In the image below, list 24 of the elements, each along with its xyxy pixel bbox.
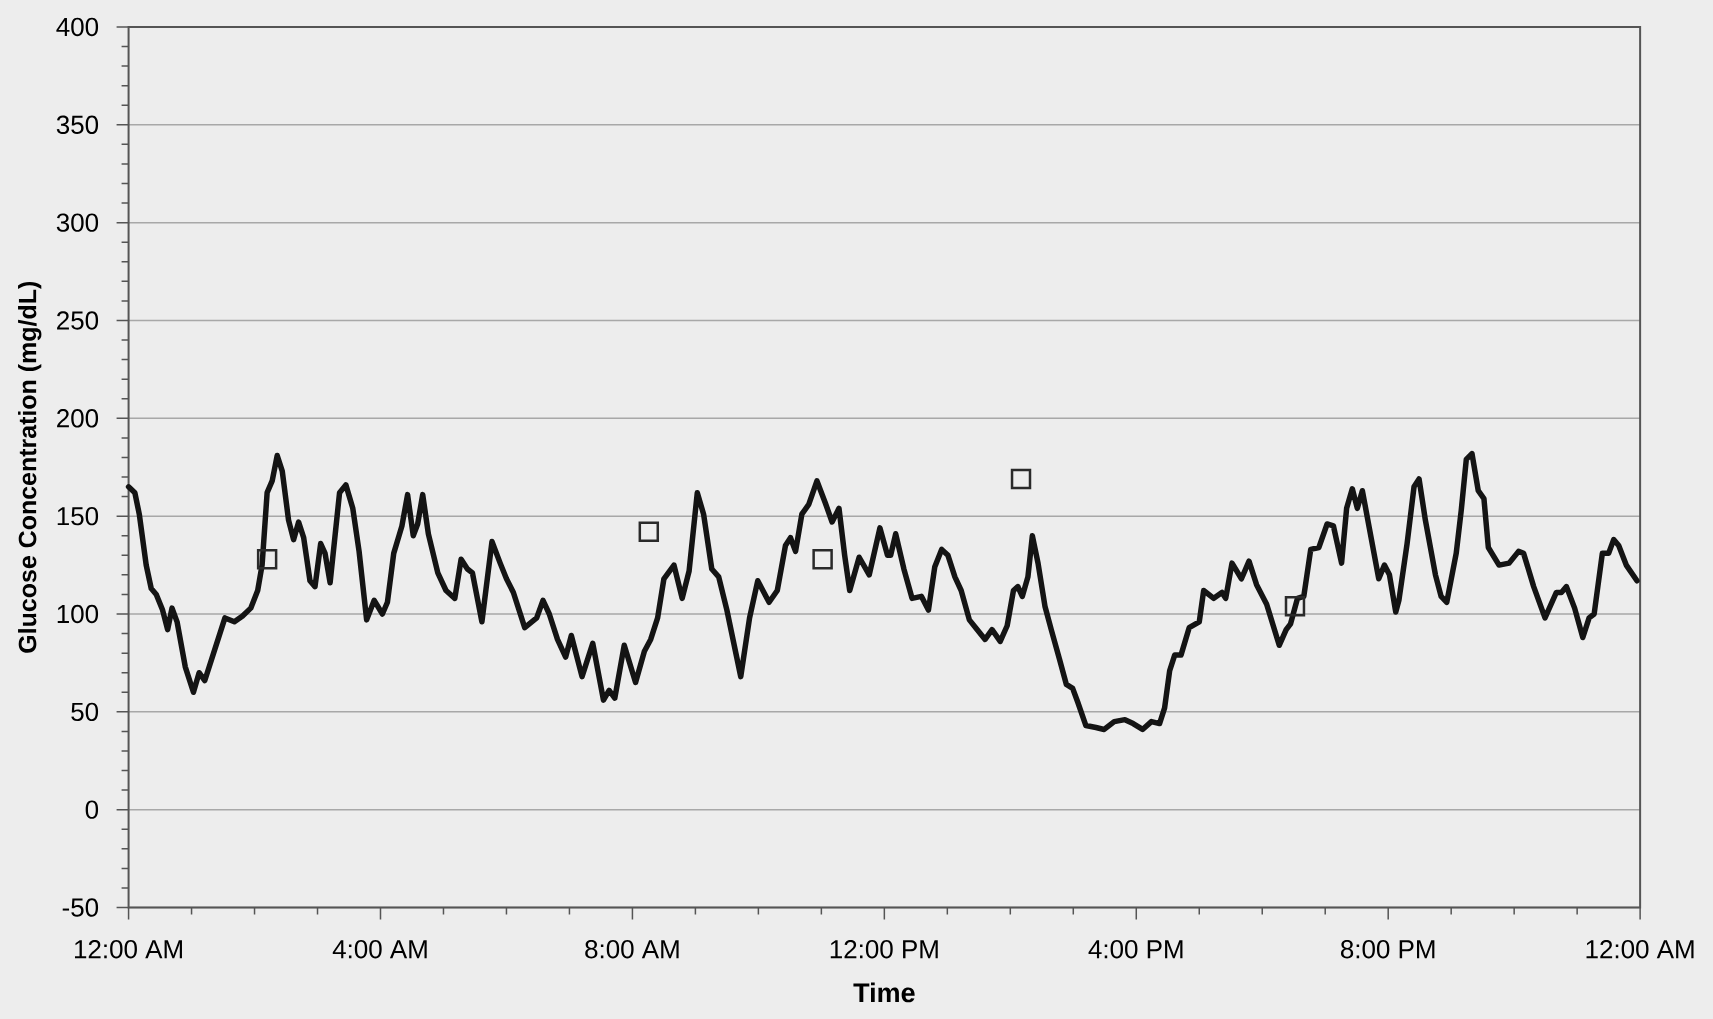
y-tick-label: 50 [71,702,99,721]
x-tick-label: 8:00 AM [585,939,679,959]
point [256,548,278,570]
x-tick-label: 4:00 PM [1088,939,1183,959]
x-tick-label: 12:00 PM [830,939,938,959]
y-tick-label: 150 [57,506,99,526]
point [1284,595,1306,617]
y-tick-label: 0 [85,800,99,819]
y-tick-label: 350 [56,115,99,134]
point [812,548,833,570]
x-axis-title: Time [853,982,915,1003]
x-tick-label: 4:00 AM [332,939,427,959]
y-tick-label: 200 [57,408,99,428]
x-tick-label: 8:00 PM [1340,939,1435,959]
y-tick-label: 300 [56,213,99,232]
point [638,521,660,542]
y-tick-label: -50 [62,898,99,917]
x-tick-label: 12:00 AM [74,939,182,959]
y-tick-label: 400 [56,17,99,36]
point [1010,468,1032,490]
y-tick-label: 250 [57,311,99,330]
x-tick-label: 12:00 AM [1586,939,1694,959]
y-axis-title: Glucose Concentration (mg/dL) [18,281,42,653]
y-tick-label: 100 [57,604,99,624]
